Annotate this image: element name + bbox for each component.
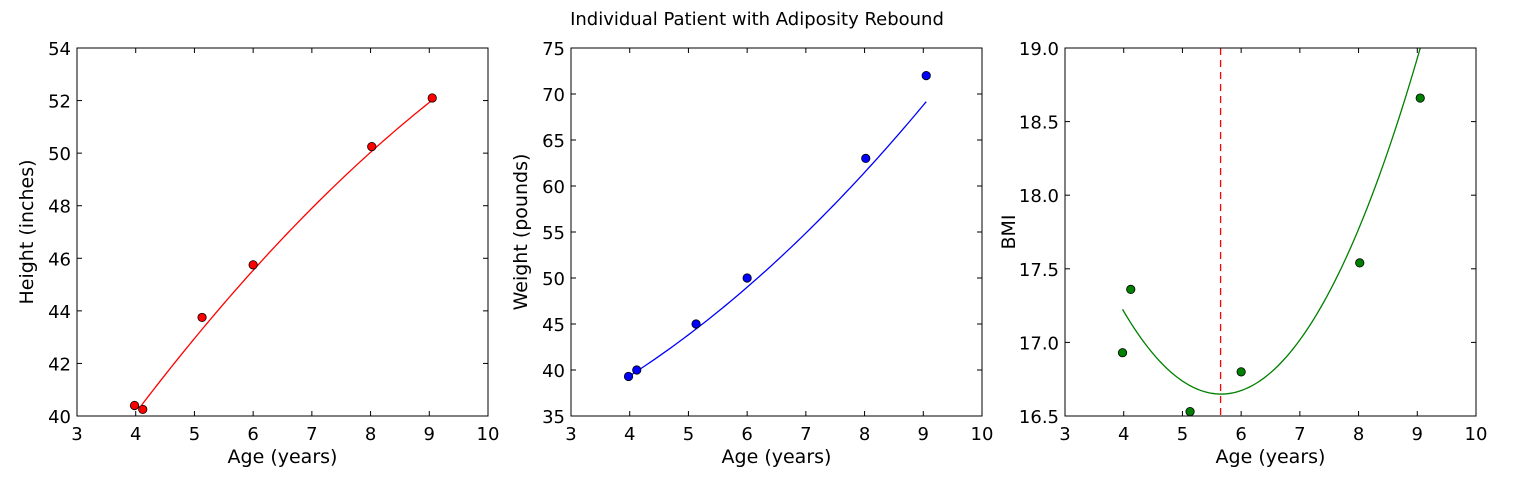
x-tick-label: 6 [741, 424, 752, 445]
x-tick-label: 3 [71, 424, 82, 445]
fit-line [1121, 47, 1421, 395]
data-point [138, 404, 148, 415]
x-tick-label: 4 [1118, 424, 1129, 445]
chart-3: 3 4 5 6 7 8 9 10 16.5 17.0 17.5 18.0 18.5 19.0 Age (ye… [998, 39, 1487, 468]
x-tick-label: 7 [306, 424, 317, 445]
x-tick-label: 6 [1235, 424, 1246, 445]
x-axis-label: Age (years) [228, 446, 338, 468]
x-tick-label: 10 [477, 424, 500, 445]
data-point [1185, 406, 1195, 417]
data-point [1355, 258, 1365, 268]
y-axis-label: Weight (pounds) [510, 154, 532, 311]
data-point [197, 312, 207, 323]
y-tick-label: 44 [48, 302, 71, 323]
x-tick-label: 3 [565, 424, 576, 445]
x-tick-label: 5 [683, 424, 694, 445]
x-tick-label: 8 [365, 424, 376, 445]
y-tick-label: 17.0 [1019, 333, 1059, 354]
x-tick-label: 6 [247, 424, 258, 445]
y-tick-label: 45 [542, 315, 565, 336]
figure-title: Individual Patient with Adiposity Reboun… [570, 9, 944, 30]
y-tick-label: 46 [48, 249, 71, 270]
y-tick-label: 40 [48, 407, 71, 428]
x-tick-label: 4 [130, 424, 141, 445]
x-axis-label: Age (years) [722, 446, 832, 468]
x-tick-label: 9 [1412, 424, 1423, 445]
y-tick-label: 16.5 [1019, 407, 1059, 428]
fit-line [141, 99, 433, 406]
y-tick-label: 54 [48, 39, 71, 60]
data-point [248, 260, 258, 270]
y-tick-label: 19.0 [1019, 39, 1059, 60]
y-tick-label: 60 [542, 177, 565, 198]
y-tick-label: 17.5 [1019, 260, 1059, 281]
chart-1: 3 4 5 6 7 8 9 10 40 42 44 46 48 50 52 54 Age (years) Heig… [16, 39, 499, 468]
x-tick-label: 5 [189, 424, 200, 445]
y-tick-label: 75 [542, 39, 565, 60]
data-point [367, 141, 377, 152]
data-point [861, 153, 871, 163]
y-tick-label: 48 [48, 197, 71, 218]
x-tick-label: 10 [971, 424, 994, 445]
x-tick-label: 10 [1465, 424, 1488, 445]
data-point [691, 319, 701, 329]
y-tick-label: 35 [542, 407, 565, 428]
data-point [1236, 367, 1246, 377]
y-axis-label: BMI [998, 214, 1020, 249]
x-tick-label: 9 [918, 424, 929, 445]
data-point [427, 93, 437, 103]
x-tick-label: 8 [859, 424, 870, 445]
plot-frame [570, 47, 983, 417]
y-tick-label: 50 [48, 144, 71, 165]
data-point [1117, 348, 1128, 358]
x-tick-label: 8 [1353, 424, 1364, 445]
data-point [129, 400, 140, 411]
data-point [623, 371, 634, 382]
data-point [742, 273, 752, 283]
data-point [1126, 284, 1136, 295]
plot-frame [76, 47, 489, 417]
y-tick-label: 52 [48, 92, 71, 113]
y-tick-label: 40 [542, 361, 565, 382]
y-tick-label: 55 [542, 223, 565, 244]
y-tick-label: 65 [542, 131, 565, 152]
y-tick-label: 18.5 [1019, 113, 1059, 134]
y-tick-label: 50 [542, 269, 565, 290]
data-point [921, 71, 931, 81]
y-tick-label: 70 [542, 85, 565, 106]
x-tick-label: 9 [424, 424, 435, 445]
fit-line [628, 101, 927, 378]
x-tick-label: 3 [1059, 424, 1070, 445]
y-axis-label: Height (inches) [16, 159, 38, 304]
x-tick-label: 5 [1177, 424, 1188, 445]
data-point [632, 365, 642, 375]
x-tick-label: 7 [800, 424, 811, 445]
x-tick-label: 4 [624, 424, 635, 445]
y-tick-label: 42 [48, 354, 71, 375]
data-point [1415, 93, 1425, 103]
x-axis-label: Age (years) [1216, 446, 1326, 468]
y-tick-label: 18.0 [1019, 186, 1059, 207]
plot-frame [1064, 47, 1477, 417]
x-tick-label: 7 [1294, 424, 1305, 445]
